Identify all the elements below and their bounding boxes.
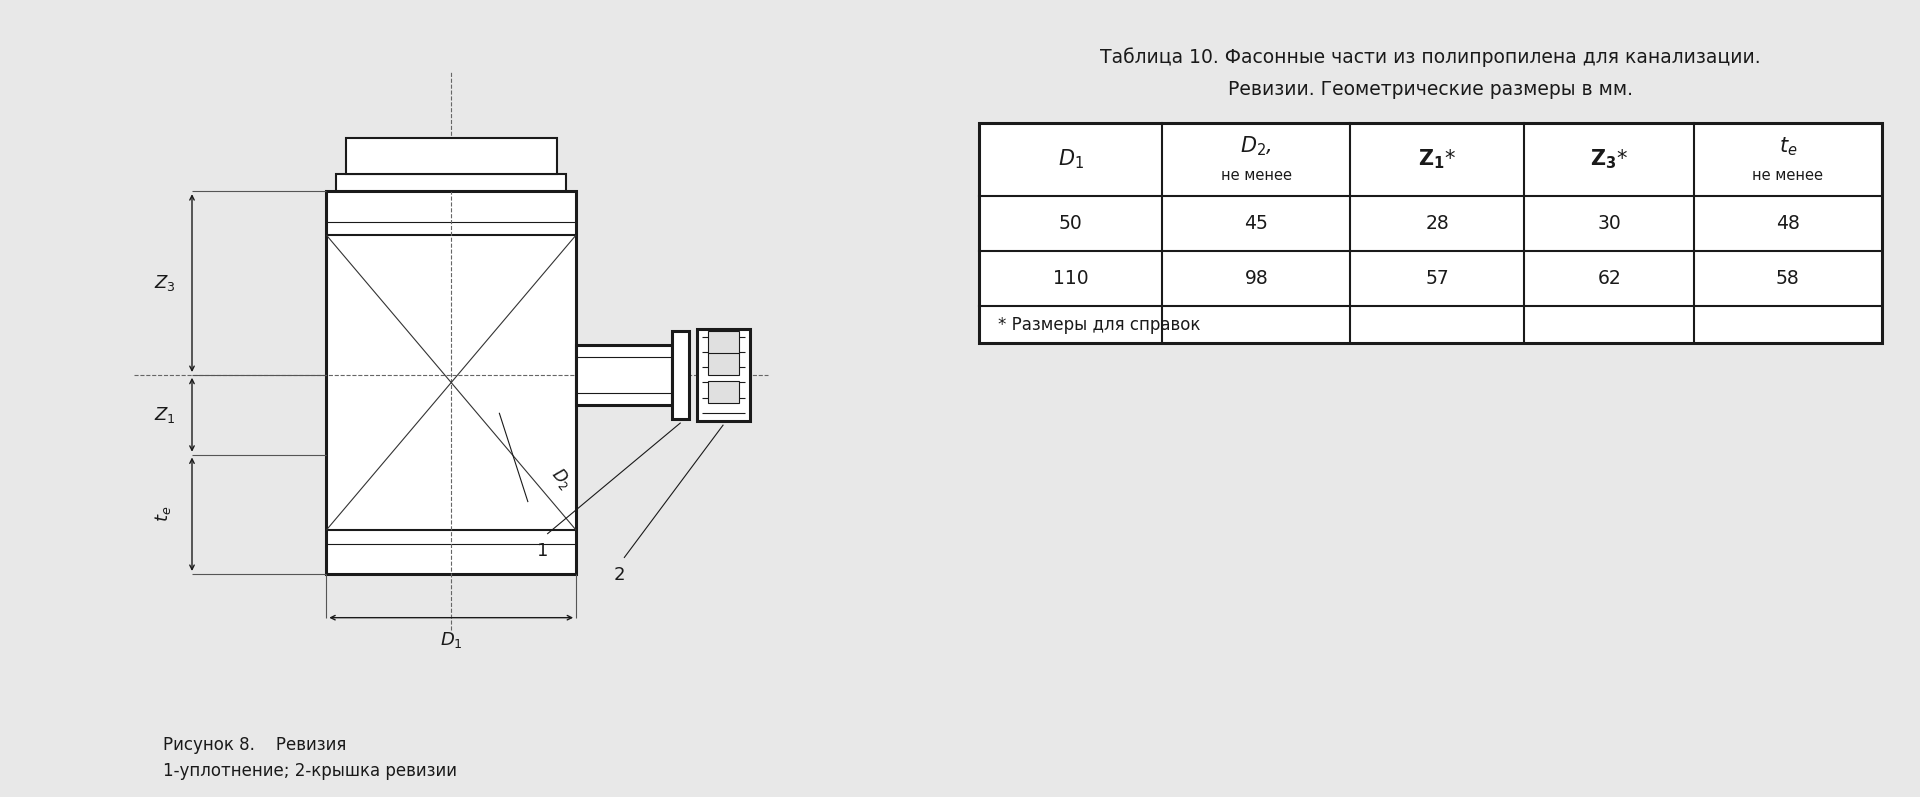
Text: 45: 45: [1244, 214, 1269, 234]
Text: $t_e$: $t_e$: [154, 506, 173, 522]
Bar: [697, 329, 749, 421]
Bar: [326, 191, 576, 574]
Text: $D_1$: $D_1$: [1058, 147, 1083, 171]
Bar: [336, 174, 566, 191]
Text: не менее: не менее: [1753, 168, 1824, 183]
Bar: [708, 331, 739, 353]
Text: 2: 2: [614, 566, 624, 584]
Bar: [708, 381, 739, 403]
Text: * Размеры для справок: * Размеры для справок: [998, 316, 1200, 333]
Bar: [672, 331, 689, 418]
Bar: [708, 352, 739, 375]
Text: 50: 50: [1058, 214, 1083, 234]
Text: 98: 98: [1244, 269, 1269, 289]
Text: не менее: не менее: [1221, 168, 1292, 183]
Text: $Z_1$: $Z_1$: [154, 405, 177, 425]
Text: 1-уплотнение; 2-крышка ревизии: 1-уплотнение; 2-крышка ревизии: [163, 763, 457, 780]
Text: $D_1$: $D_1$: [440, 630, 463, 650]
Text: $t_e$: $t_e$: [1778, 135, 1797, 158]
Bar: [346, 138, 557, 174]
Text: 62: 62: [1597, 269, 1620, 289]
Text: 57: 57: [1425, 269, 1450, 289]
Text: 110: 110: [1052, 269, 1089, 289]
Bar: [979, 123, 1882, 343]
Text: $D_{2}$,: $D_{2}$,: [1240, 135, 1273, 158]
Text: $D_2$: $D_2$: [547, 464, 576, 493]
Text: 58: 58: [1776, 269, 1799, 289]
Text: $Z_3$: $Z_3$: [154, 273, 177, 293]
Text: Рисунок 8.    Ревизия: Рисунок 8. Ревизия: [163, 736, 348, 754]
Text: 30: 30: [1597, 214, 1620, 234]
Text: 1: 1: [538, 542, 547, 560]
Text: Ревизии. Геометрические размеры в мм.: Ревизии. Геометрические размеры в мм.: [1229, 80, 1632, 100]
Text: $\mathbf{Z_3}$*: $\mathbf{Z_3}$*: [1590, 147, 1628, 171]
Bar: [576, 345, 672, 405]
Text: 28: 28: [1425, 214, 1450, 234]
Text: Таблица 10. Фасонные части из полипропилена для канализации.: Таблица 10. Фасонные части из полипропил…: [1100, 47, 1761, 67]
Text: $\mathbf{Z_1}$*: $\mathbf{Z_1}$*: [1419, 147, 1457, 171]
Text: 48: 48: [1776, 214, 1799, 234]
